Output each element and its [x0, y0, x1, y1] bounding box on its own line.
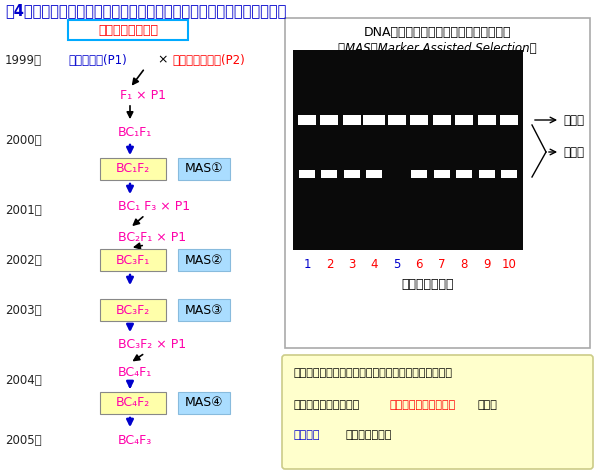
- FancyBboxPatch shape: [456, 170, 472, 178]
- Text: 8: 8: [460, 257, 468, 271]
- Text: 図4．マーカー選抜を用いた戻し交配による病害虫抵抗性遺伝子の導入: 図4．マーカー選抜を用いた戻し交配による病害虫抵抗性遺伝子の導入: [5, 3, 286, 18]
- FancyBboxPatch shape: [455, 115, 473, 125]
- Text: 抵抗性: 抵抗性: [563, 146, 584, 158]
- Text: ×: ×: [158, 54, 168, 66]
- FancyBboxPatch shape: [285, 18, 590, 348]
- FancyBboxPatch shape: [344, 170, 360, 178]
- Text: BC₄F₂: BC₄F₂: [116, 396, 150, 410]
- Text: BC₄F₃: BC₄F₃: [118, 434, 152, 447]
- Text: 1: 1: [303, 257, 311, 271]
- Text: MAS②: MAS②: [185, 254, 223, 266]
- Text: BC₁F₁: BC₁F₁: [118, 126, 152, 138]
- Text: 2003年: 2003年: [5, 303, 41, 317]
- Text: 1999年: 1999年: [5, 54, 42, 66]
- Text: 赤字のダイズは抵抗性: 赤字のダイズは抵抗性: [390, 400, 456, 410]
- FancyBboxPatch shape: [100, 249, 166, 271]
- Text: BC₁ F₃ × P1: BC₁ F₃ × P1: [118, 201, 190, 213]
- FancyBboxPatch shape: [478, 115, 496, 125]
- FancyBboxPatch shape: [100, 392, 166, 414]
- Text: MAS①: MAS①: [185, 163, 223, 175]
- FancyBboxPatch shape: [322, 170, 337, 178]
- FancyBboxPatch shape: [178, 392, 230, 414]
- Text: （MAS：Marker Assisted Selection）: （MAS：Marker Assisted Selection）: [338, 42, 537, 55]
- Text: 抵抗性遺伝資源(P2): 抵抗性遺伝資源(P2): [172, 54, 245, 66]
- Text: 2001年: 2001年: [5, 203, 42, 217]
- FancyBboxPatch shape: [501, 170, 517, 178]
- Text: 2005年: 2005年: [5, 434, 41, 447]
- FancyBboxPatch shape: [298, 115, 316, 125]
- Text: 3: 3: [348, 257, 356, 271]
- FancyBboxPatch shape: [479, 170, 494, 178]
- FancyBboxPatch shape: [411, 170, 427, 178]
- Text: BC₂F₁ × P1: BC₂F₁ × P1: [118, 230, 186, 244]
- Text: 4: 4: [371, 257, 378, 271]
- FancyBboxPatch shape: [68, 20, 188, 40]
- Text: 2004年: 2004年: [5, 374, 42, 386]
- Text: BC₃F₁: BC₃F₁: [116, 254, 150, 266]
- Text: 育成ダイズ系統: 育成ダイズ系統: [401, 277, 454, 291]
- FancyBboxPatch shape: [500, 115, 518, 125]
- FancyBboxPatch shape: [410, 115, 428, 125]
- Text: 抵抗性系統の育成: 抵抗性系統の育成: [98, 24, 158, 36]
- FancyBboxPatch shape: [282, 355, 593, 469]
- Text: BC₄F₁: BC₄F₁: [118, 365, 152, 379]
- Text: 6: 6: [415, 257, 423, 271]
- FancyBboxPatch shape: [367, 170, 382, 178]
- FancyBboxPatch shape: [320, 115, 338, 125]
- Text: 感受性品種(P1): 感受性品種(P1): [68, 54, 127, 66]
- Text: BC₃F₂ × P1: BC₃F₂ × P1: [118, 338, 186, 352]
- Text: 10: 10: [502, 257, 517, 271]
- FancyBboxPatch shape: [178, 299, 230, 321]
- Text: 9: 9: [483, 257, 490, 271]
- FancyBboxPatch shape: [293, 50, 523, 250]
- Text: MAS③: MAS③: [185, 303, 223, 317]
- Text: ダイズか推定できる。: ダイズか推定できる。: [293, 400, 359, 410]
- Text: MAS④: MAS④: [185, 396, 223, 410]
- Text: 2000年: 2000年: [5, 134, 41, 146]
- Text: 2: 2: [326, 257, 333, 271]
- Text: F₁ × P1: F₁ × P1: [120, 89, 166, 101]
- Text: 2002年: 2002年: [5, 254, 42, 266]
- FancyBboxPatch shape: [364, 115, 385, 125]
- FancyBboxPatch shape: [178, 249, 230, 271]
- Text: は感受性: は感受性: [293, 430, 320, 440]
- FancyBboxPatch shape: [299, 170, 315, 178]
- FancyBboxPatch shape: [178, 158, 230, 180]
- Text: 感受性: 感受性: [563, 113, 584, 127]
- FancyBboxPatch shape: [433, 115, 451, 125]
- FancyBboxPatch shape: [434, 170, 449, 178]
- FancyBboxPatch shape: [388, 115, 406, 125]
- Text: 、青字: 、青字: [478, 400, 498, 410]
- FancyBboxPatch shape: [343, 115, 361, 125]
- FancyBboxPatch shape: [100, 158, 166, 180]
- Text: と判定される。: と判定される。: [345, 430, 391, 440]
- Text: BC₁F₂: BC₁F₂: [116, 163, 150, 175]
- Text: 5: 5: [393, 257, 400, 271]
- Text: BC₃F₂: BC₃F₂: [116, 303, 150, 317]
- Text: 7: 7: [438, 257, 445, 271]
- Text: 白いバンドが出る位置で、抵抗性遺伝子をもっている: 白いバンドが出る位置で、抵抗性遺伝子をもっている: [293, 368, 452, 378]
- Text: DNAマーカーによる抵抗性の判別と選抜: DNAマーカーによる抵抗性の判別と選抜: [364, 26, 511, 38]
- FancyBboxPatch shape: [100, 299, 166, 321]
